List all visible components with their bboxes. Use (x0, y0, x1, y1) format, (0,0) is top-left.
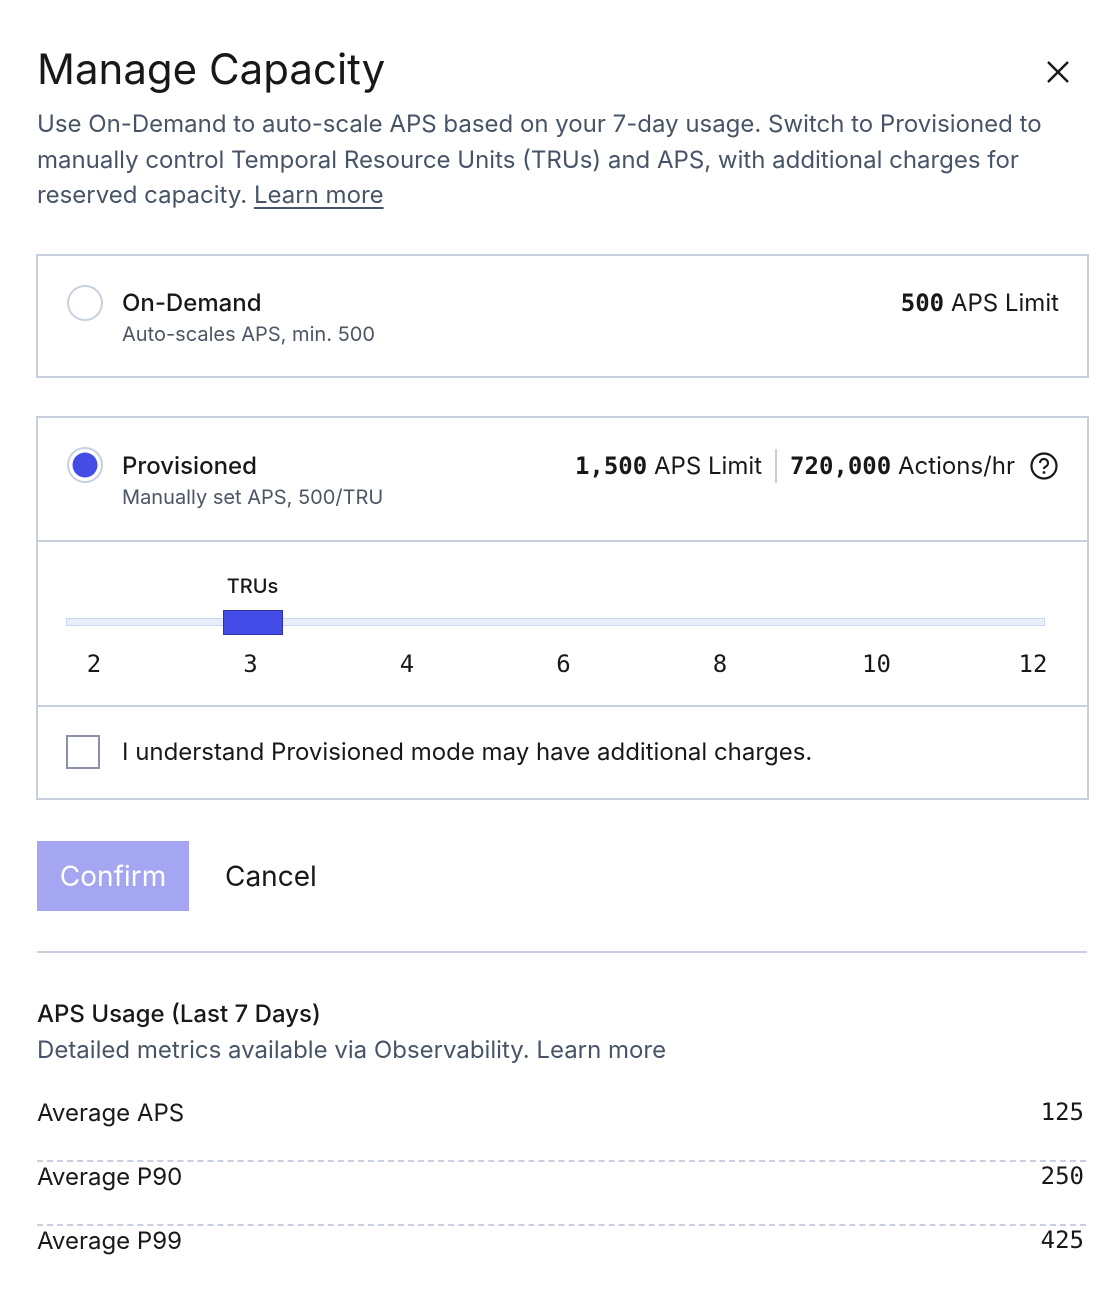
checkbox[interactable] (66, 735, 100, 769)
limit: 500 APS Limit (900, 288, 1059, 318)
radio[interactable] (66, 284, 104, 322)
slider-tick-label: 12 (1018, 650, 1048, 678)
actions-value: 720,000 (790, 452, 892, 480)
usage-value: 250 (1040, 1162, 1084, 1190)
limit-unit: APS Limit (950, 288, 1059, 317)
limit-value: 1,500 (574, 452, 648, 480)
usage-row: Average P90 250 (37, 1162, 1086, 1226)
usage-row: Average APS 125 (37, 1098, 1086, 1162)
usage-label: Average APS (37, 1098, 185, 1127)
radio-selected[interactable] (66, 446, 104, 484)
divider (38, 540, 1087, 542)
slider-track (66, 618, 1045, 626)
slider-tick-label: 4 (399, 650, 415, 678)
option-label: Provisioned (122, 451, 257, 480)
usage-subtitle: Detailed metrics available via Observabi… (37, 1035, 667, 1064)
provisioned-card[interactable]: Provisioned Manually set APS, 500/TRU 1,… (36, 416, 1089, 800)
slider-thumb[interactable] (222, 610, 283, 635)
option-label: On-Demand (122, 288, 262, 317)
divider (37, 951, 1087, 953)
usage-label: Average P99 (37, 1226, 183, 1255)
acknowledgement: I understand Provisioned mode may have a… (122, 737, 813, 766)
usage-title: APS Usage (Last 7 Days) (37, 999, 321, 1028)
slider-tick-label: 3 (243, 650, 258, 678)
limits: 1,500 APS Limit 720,000 Actions/hr (575, 449, 1059, 483)
usage-row: Average P99 425 (37, 1226, 1086, 1290)
learn-more-link[interactable]: Learn more (253, 180, 384, 209)
on-demand-card[interactable]: On-Demand Auto-scales APS, min. 500 500 … (36, 254, 1089, 378)
limit-value: 500 (900, 289, 945, 317)
cancel-button[interactable]: Cancel (225, 859, 317, 893)
slider-tick-label: 2 (86, 650, 102, 678)
slider-label: TRUs (226, 574, 279, 598)
usage-value: 125 (1040, 1098, 1084, 1126)
slider-tick-label: 10 (862, 650, 891, 678)
usage-value: 425 (1040, 1226, 1084, 1254)
option-sublabel: Manually set APS, 500/TRU (122, 485, 384, 509)
close-button[interactable] (1044, 58, 1072, 86)
slider-tick-label: 6 (556, 650, 571, 678)
dialog-title: Manage Capacity (37, 44, 386, 95)
confirm-button[interactable]: Confirm (37, 841, 189, 911)
option-sublabel: Auto-scales APS, min. 500 (122, 322, 376, 346)
description: Use On-Demand to auto-scale APS based on… (37, 106, 1087, 213)
usage-label: Average P90 (37, 1162, 183, 1191)
divider (38, 705, 1087, 707)
actions-unit: Actions/hr (897, 451, 1015, 480)
separator (775, 449, 778, 483)
help-icon[interactable] (1029, 451, 1059, 481)
description-text: Use On-Demand to auto-scale APS based on… (37, 109, 1042, 209)
slider-tick-label: 8 (712, 650, 728, 678)
slider: TRUs 2 3 4 6 8 10 12 (38, 542, 1087, 706)
limit-unit: APS Limit (653, 451, 763, 480)
